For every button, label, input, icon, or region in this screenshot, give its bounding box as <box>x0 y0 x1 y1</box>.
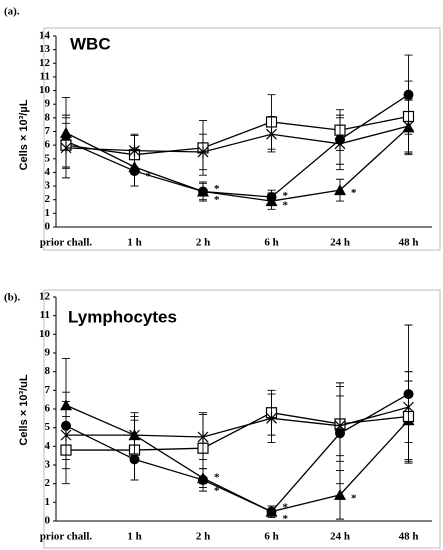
marker-triangle <box>265 505 278 517</box>
x-tick-label: 6 h <box>264 237 278 249</box>
plot-frame <box>43 289 441 549</box>
annotation: * <box>283 199 289 211</box>
y-tick-label: 8 <box>45 365 51 377</box>
marker-cross <box>403 120 414 133</box>
y-tick-label: 1 <box>45 496 51 508</box>
y-tick-label: 4 <box>45 166 51 178</box>
marker-cross <box>197 431 209 443</box>
marker-cross <box>129 144 140 157</box>
x-tick-label: 2 h <box>196 237 210 249</box>
marker-cross <box>197 145 209 158</box>
annotation: * <box>214 485 220 497</box>
annotation: * <box>146 171 152 183</box>
marker-triangle <box>265 195 278 207</box>
marker-cross <box>334 419 346 432</box>
y-tick-label: 3 <box>45 459 51 471</box>
y-tick-label: 0 <box>45 515 51 527</box>
marker-cross <box>403 401 414 414</box>
series-line <box>65 125 409 153</box>
series-line <box>65 115 409 156</box>
annotation: * <box>214 472 220 484</box>
y-tick-label: 4 <box>45 440 51 452</box>
marker-cross <box>129 429 140 442</box>
y-tick-label: 12 <box>39 291 51 303</box>
chart-title: Lymphocytes <box>68 307 177 326</box>
series-line <box>65 393 409 513</box>
marker-cross <box>60 429 72 442</box>
annotation: * <box>351 187 357 199</box>
annotation: * <box>283 502 289 514</box>
marker-triangle <box>334 184 346 196</box>
y-axis-label: Cells × 10³/uL <box>18 374 30 446</box>
chart-title: WBC <box>70 34 111 53</box>
annotation: * <box>283 190 289 202</box>
marker-cross <box>266 128 277 141</box>
y-axis-label: Cells × 10³/µL <box>18 99 30 170</box>
y-tick-label: 7 <box>45 125 51 137</box>
x-tick-label: 48 h <box>399 531 419 543</box>
x-tick-label: 2 h <box>196 531 210 543</box>
marker-cross <box>60 141 72 154</box>
series-line <box>66 412 409 451</box>
y-tick-label: 14 <box>39 30 51 42</box>
annotation: * <box>214 183 220 195</box>
panel-label: (b). <box>4 292 20 304</box>
y-tick-label: 6 <box>45 403 51 415</box>
y-tick-label: 10 <box>39 328 51 340</box>
y-tick-label: 2 <box>45 193 51 205</box>
annotation: * <box>214 194 220 206</box>
y-tick-label: 7 <box>45 384 51 396</box>
panel-label: (a). <box>4 6 20 18</box>
y-tick-label: 2 <box>45 477 51 489</box>
series-line <box>65 404 409 513</box>
plot-frame <box>43 27 441 251</box>
x-tick-label: prior chall. <box>40 237 93 249</box>
y-tick-label: 9 <box>45 98 51 110</box>
y-tick-label: 1 <box>45 207 51 219</box>
y-tick-label: 11 <box>40 309 50 321</box>
marker-cross <box>334 137 346 150</box>
annotation: * <box>351 492 357 504</box>
x-tick-label: 6 h <box>264 531 278 543</box>
x-tick-label: 48 h <box>399 237 419 249</box>
y-tick-label: 0 <box>45 221 51 233</box>
x-tick-label: 1 h <box>127 531 141 543</box>
x-tick-label: 24 h <box>330 531 350 543</box>
x-tick-label: 24 h <box>330 237 350 249</box>
marker-triangle <box>197 185 209 197</box>
x-tick-label: prior chall. <box>40 531 93 543</box>
series-line <box>65 126 409 202</box>
y-tick-label: 12 <box>39 57 51 69</box>
marker-cross <box>266 412 277 425</box>
y-tick-label: 11 <box>40 70 50 82</box>
x-tick-label: 1 h <box>127 237 141 249</box>
series-line <box>66 406 409 438</box>
annotation: * <box>283 513 289 525</box>
y-tick-label: 8 <box>45 111 51 123</box>
marker-triangle <box>334 488 346 500</box>
y-tick-label: 3 <box>45 180 51 192</box>
y-tick-label: 5 <box>45 152 51 164</box>
y-tick-label: 10 <box>39 84 51 96</box>
y-tick-label: 9 <box>45 347 51 359</box>
y-tick-label: 6 <box>45 139 51 151</box>
y-tick-label: 5 <box>45 421 51 433</box>
series-line <box>65 94 409 198</box>
y-tick-label: 13 <box>39 43 51 55</box>
